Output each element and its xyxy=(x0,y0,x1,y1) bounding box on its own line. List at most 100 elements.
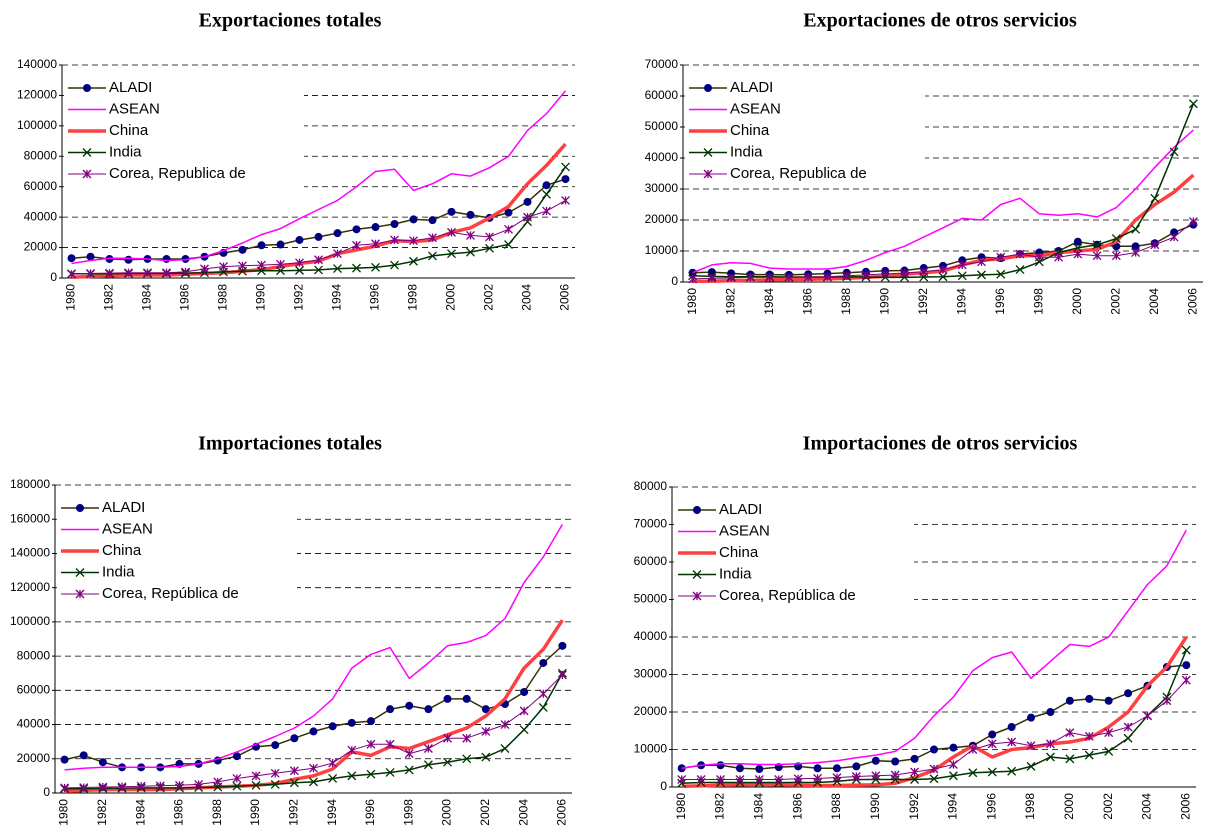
marker xyxy=(968,745,978,754)
marker xyxy=(500,744,510,753)
marker xyxy=(371,239,380,249)
marker xyxy=(314,265,323,275)
marker xyxy=(988,730,997,739)
x-tick-label: 2002 xyxy=(482,284,496,311)
y-tick-label: 50000 xyxy=(645,119,679,133)
marker xyxy=(60,755,69,764)
legend-label: Corea, República de xyxy=(102,585,239,602)
marker xyxy=(447,207,456,216)
marker xyxy=(688,274,698,284)
x-tick-label: 1990 xyxy=(868,793,882,820)
marker xyxy=(83,84,91,92)
x-tick-label: 1982 xyxy=(723,288,737,315)
marker xyxy=(347,771,357,781)
legend-label: ASEAN xyxy=(719,522,770,539)
marker xyxy=(542,206,551,216)
marker xyxy=(784,272,794,282)
marker xyxy=(309,727,318,736)
marker xyxy=(333,264,342,274)
marker xyxy=(558,641,567,650)
marker xyxy=(1065,728,1075,738)
marker xyxy=(968,768,978,778)
marker xyxy=(716,761,725,770)
y-tick-label: 40000 xyxy=(634,629,668,643)
marker xyxy=(910,754,919,763)
x-tick-label: 1986 xyxy=(178,284,192,311)
x-tick-label: 1988 xyxy=(829,793,843,820)
marker xyxy=(1045,739,1055,749)
x-tick-label: 1996 xyxy=(363,799,377,826)
marker xyxy=(1007,737,1017,747)
y-tick-label: 100000 xyxy=(17,118,57,132)
legend-label: Corea, Republica de xyxy=(109,165,246,182)
marker xyxy=(175,780,184,790)
marker xyxy=(1143,711,1152,721)
marker xyxy=(366,739,376,749)
marker xyxy=(1111,234,1121,244)
marker xyxy=(219,262,228,272)
marker xyxy=(404,765,414,775)
marker xyxy=(1104,746,1114,756)
marker xyxy=(314,232,323,241)
x-tick-label: 1994 xyxy=(954,288,968,315)
x-tick-label: 1998 xyxy=(401,799,415,826)
x-tick-label: 1994 xyxy=(325,799,339,826)
marker xyxy=(289,766,299,776)
marker xyxy=(561,175,570,184)
marker xyxy=(409,236,418,246)
marker xyxy=(76,504,84,512)
chart-panel: Exportaciones de otros servicios 0 10000 20… xyxy=(645,10,1203,315)
marker xyxy=(1027,713,1036,722)
marker xyxy=(735,775,745,784)
marker xyxy=(500,720,510,730)
marker xyxy=(1150,240,1160,250)
marker xyxy=(677,775,687,784)
x-tick-label: 2002 xyxy=(478,799,492,826)
marker xyxy=(366,769,376,779)
chart-title: Exportaciones de otros servicios xyxy=(803,10,1077,32)
marker xyxy=(765,272,775,282)
legend-label: China xyxy=(109,122,149,139)
marker xyxy=(745,272,755,282)
marker xyxy=(481,752,491,762)
marker xyxy=(79,751,88,760)
x-tick-label: 1980 xyxy=(57,799,71,826)
legend-label: ASEAN xyxy=(102,520,153,537)
marker xyxy=(75,589,85,599)
marker xyxy=(842,271,852,281)
marker xyxy=(390,260,399,270)
marker xyxy=(105,268,114,278)
marker xyxy=(1169,232,1179,242)
marker xyxy=(1181,675,1191,685)
marker xyxy=(957,271,967,281)
x-tick-label: 1984 xyxy=(762,288,776,315)
marker xyxy=(1034,252,1044,262)
marker xyxy=(366,717,375,726)
marker xyxy=(423,760,433,770)
marker xyxy=(290,734,299,743)
marker xyxy=(1131,224,1141,234)
marker xyxy=(693,506,701,514)
y-tick-label: 40000 xyxy=(645,150,679,164)
marker xyxy=(832,764,841,773)
marker xyxy=(162,268,171,278)
marker xyxy=(910,775,920,784)
x-tick-label: 1994 xyxy=(946,793,960,820)
y-tick-label: 60000 xyxy=(645,88,679,102)
x-tick-label: 1992 xyxy=(907,793,921,820)
x-tick-label: 1982 xyxy=(95,799,109,826)
marker xyxy=(390,235,399,245)
marker xyxy=(371,223,380,232)
marker xyxy=(716,775,725,784)
marker xyxy=(385,768,395,777)
marker xyxy=(328,722,337,731)
marker xyxy=(79,783,89,792)
x-tick-label: 1998 xyxy=(1031,288,1045,315)
x-tick-label: 2006 xyxy=(558,284,572,311)
x-tick-label: 2000 xyxy=(1070,288,1084,315)
marker xyxy=(295,265,304,275)
x-tick-label: 2006 xyxy=(1186,288,1200,315)
marker xyxy=(822,272,832,282)
marker xyxy=(996,269,1006,279)
